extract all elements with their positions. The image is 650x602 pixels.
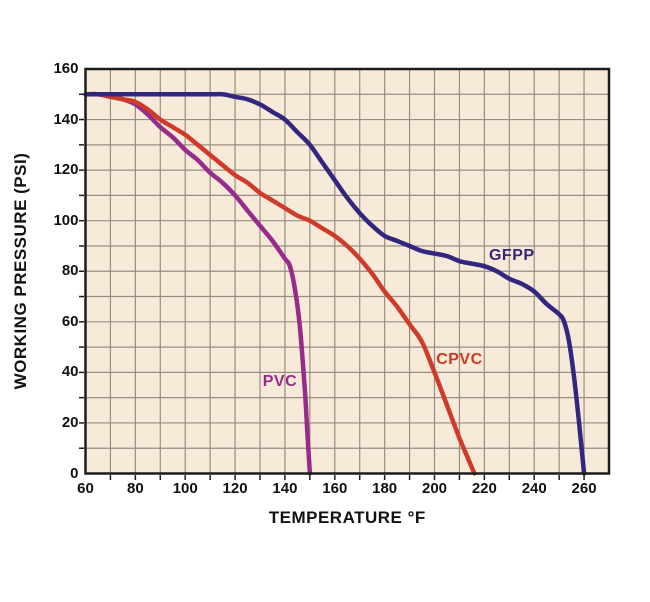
y-tick-label: 40	[61, 363, 79, 381]
pvc-curve-label: PVC	[262, 373, 298, 391]
x-tick-label: 160	[322, 479, 348, 497]
x-tick-label: 200	[421, 479, 448, 497]
x-tick-label: 220	[471, 479, 497, 497]
x-tick-label: 260	[571, 479, 597, 497]
x-tick-label: 100	[172, 479, 198, 497]
x-tick-label: 80	[127, 479, 144, 497]
gfpp-curve	[83, 91, 587, 476]
x-tick-label: 60	[77, 479, 94, 497]
y-tick-label: 140	[53, 110, 79, 128]
y-tick-label: 120	[53, 161, 79, 179]
y-tick-label: 0	[70, 464, 79, 482]
y-tick-label: 80	[61, 262, 79, 280]
x-tick-label: 240	[521, 479, 547, 497]
y-tick-label: 60	[61, 312, 79, 330]
x-tick-label: 120	[222, 479, 248, 497]
cpvc-curve	[83, 91, 477, 476]
y-axis-title: WORKING PRESSURE (PSI)	[11, 152, 30, 390]
x-tick-label: 140	[272, 479, 298, 497]
gfpp-curve-label: GFPP	[488, 247, 535, 265]
y-tick-label: 160	[53, 60, 79, 77]
x-tick-label: 180	[372, 479, 398, 497]
x-axis-title: TEMPERATURE °F	[268, 507, 426, 527]
cpvc-curve-label: CPVC	[436, 350, 483, 368]
y-tick-label: 100	[53, 211, 79, 229]
plot-border	[84, 67, 611, 475]
y-tick-label: 20	[61, 413, 79, 431]
